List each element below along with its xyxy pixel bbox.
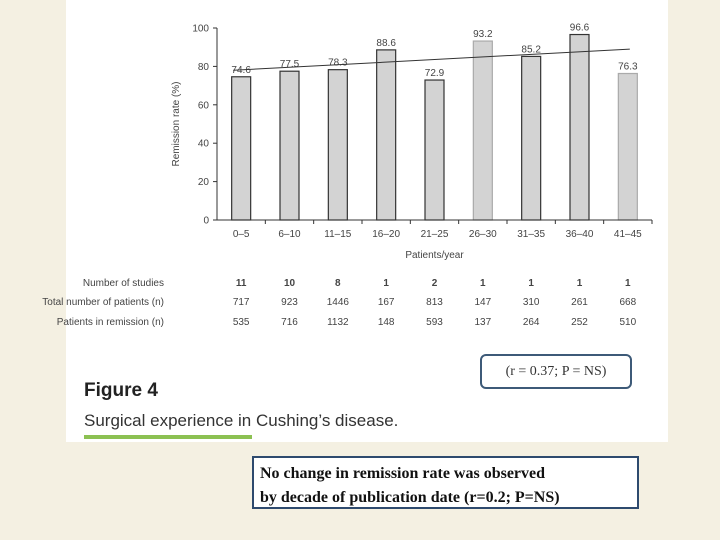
data-label: 78.3: [328, 58, 348, 69]
y-tick-label: 60: [198, 100, 210, 111]
table-cell: 310: [522, 297, 540, 308]
y-tick-label: 100: [192, 24, 209, 35]
correlation-stat: (r = 0.37; P = NS): [505, 363, 607, 379]
table-cell: 1446: [326, 297, 349, 308]
table-cell: 923: [281, 297, 298, 308]
table-row-label: Patients in remission (n): [56, 317, 164, 328]
bar-chart: 74.60–577.56–1078.311–1588.616–2072.921–…: [171, 23, 653, 261]
y-axis-title: Remission rate (%): [171, 81, 182, 166]
note-textbox: No change in remission rate was observed…: [252, 456, 639, 509]
data-label: 76.3: [618, 62, 638, 73]
y-tick-label: 0: [203, 216, 209, 227]
table-cell: 148: [377, 317, 395, 328]
table-cell: 2: [431, 278, 438, 289]
table-cell: 1: [528, 278, 534, 289]
table-cell: 264: [522, 317, 540, 328]
table-cell: 167: [377, 297, 395, 308]
data-label: 93.2: [473, 29, 493, 40]
x-tick-label: 11–15: [324, 229, 352, 240]
table-cell: 1: [480, 278, 486, 289]
x-tick-label: 31–35: [517, 229, 545, 240]
data-label: 96.6: [570, 23, 590, 34]
table-cell: 137: [474, 317, 492, 328]
x-axis-title: Patients/year: [405, 250, 464, 261]
note-line-1: No change in remission rate was observed: [260, 465, 546, 482]
bar: [472, 40, 493, 221]
caption-underline: [84, 435, 252, 439]
bar: [376, 49, 397, 221]
x-tick-label: 0–5: [233, 229, 250, 240]
x-tick-label: 21–25: [421, 229, 449, 240]
bar: [327, 69, 348, 221]
table-cell: 535: [232, 317, 250, 328]
table-cell: 261: [571, 297, 588, 308]
table-cell: 813: [426, 297, 443, 308]
table-cell: 1: [383, 278, 389, 289]
data-label: 77.5: [280, 59, 300, 70]
x-tick-label: 36–40: [566, 229, 594, 240]
table-cell: 252: [571, 317, 588, 328]
x-tick-label: 16–20: [372, 229, 400, 240]
y-tick-label: 40: [198, 139, 210, 150]
table-cell: 8: [335, 278, 341, 289]
table-row-label: Total number of patients (n): [42, 297, 164, 308]
y-tick-label: 20: [198, 177, 210, 188]
table-cell: 593: [426, 317, 443, 328]
figure-title: Figure 4: [84, 380, 158, 401]
bar: [231, 76, 252, 221]
bar: [569, 33, 590, 221]
y-tick-label: 80: [198, 62, 210, 73]
correlation-stat-box: (r = 0.37; P = NS): [480, 354, 632, 389]
table-cell: 1: [576, 278, 583, 289]
note-line-2: by decade of publication date (r=0.2; P=…: [260, 489, 560, 506]
bar: [424, 79, 445, 221]
table-cell: 716: [281, 317, 298, 328]
table-cell: 1: [625, 278, 631, 289]
table-row-label: Number of studies: [82, 278, 164, 289]
table-cell: 1132: [327, 317, 349, 328]
data-label: 88.6: [376, 38, 396, 49]
table-cell: 10: [283, 278, 296, 289]
bar: [617, 72, 638, 221]
data-label: 72.9: [425, 68, 445, 79]
x-tick-label: 26–30: [469, 229, 497, 240]
table-cell: 11: [235, 278, 247, 289]
table-cell: 510: [619, 317, 637, 328]
data-label: 85.2: [521, 44, 541, 55]
trend-line: [233, 48, 630, 71]
x-tick-label: 41–45: [614, 229, 642, 240]
table-cell: 147: [474, 297, 492, 308]
figure-panel: 74.6 0–5 77.5 6–10 78.3 11–15 88.6 16–20 72.9 21–…: [42, 0, 668, 442]
table-cell: 668: [619, 297, 637, 308]
table-cell: 717: [232, 297, 250, 308]
bar: [279, 70, 300, 221]
bar: [521, 55, 542, 221]
figure-caption: Surgical experience in Cushing’s disease…: [84, 411, 399, 430]
x-tick-label: 6–10: [278, 229, 301, 240]
